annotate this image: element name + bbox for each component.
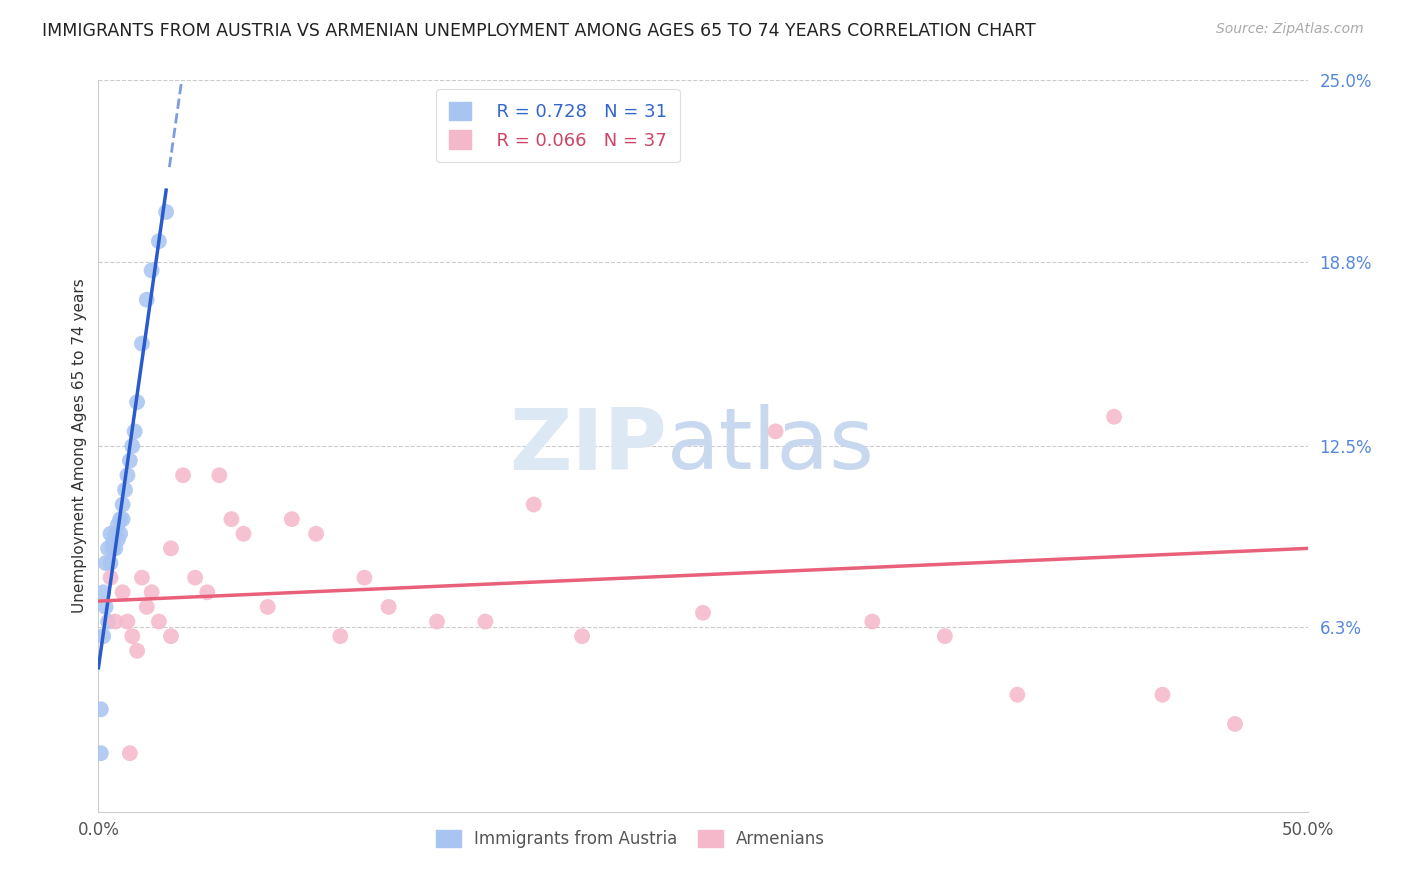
Point [104, 615, 127, 629]
Point [141, 263, 163, 277]
Point [101, 535, 124, 549]
Point [148, 234, 170, 248]
Point [305, 526, 328, 541]
Point [160, 629, 183, 643]
Point [184, 571, 207, 585]
Point [104, 526, 127, 541]
Point [107, 518, 129, 533]
Point [135, 293, 157, 307]
Point [195, 585, 218, 599]
Point [127, 644, 149, 658]
Text: IMMIGRANTS FROM AUSTRIA VS ARMENIAN UNEMPLOYMENT AMONG AGES 65 TO 74 YEARS CORRE: IMMIGRANTS FROM AUSTRIA VS ARMENIAN UNEM… [42, 22, 1036, 40]
Point [121, 629, 143, 643]
Point [114, 483, 136, 497]
Point [118, 453, 141, 467]
Point [97, 541, 120, 556]
Point [377, 599, 399, 614]
Point [111, 498, 134, 512]
Point [426, 615, 449, 629]
Point [148, 615, 170, 629]
Point [107, 533, 129, 547]
Point [474, 615, 496, 629]
Point [124, 425, 146, 439]
Point [256, 599, 278, 614]
Point [281, 512, 304, 526]
Text: ZIP: ZIP [509, 404, 666, 488]
Point [111, 512, 134, 526]
Point [1223, 717, 1246, 731]
Legend: Immigrants from Austria, Armenians: Immigrants from Austria, Armenians [429, 823, 831, 855]
Point [101, 541, 124, 556]
Point [523, 498, 546, 512]
Point [100, 571, 122, 585]
Point [100, 556, 122, 570]
Point [172, 468, 194, 483]
Point [131, 571, 153, 585]
Point [232, 526, 254, 541]
Point [118, 746, 141, 760]
Point [692, 606, 714, 620]
Point [353, 571, 375, 585]
Point [117, 468, 139, 483]
Point [108, 512, 131, 526]
Text: Source: ZipAtlas.com: Source: ZipAtlas.com [1216, 22, 1364, 37]
Point [90, 746, 112, 760]
Point [135, 599, 157, 614]
Point [104, 541, 127, 556]
Point [571, 629, 593, 643]
Point [208, 468, 231, 483]
Point [94, 599, 117, 614]
Point [160, 541, 183, 556]
Point [141, 585, 163, 599]
Point [1102, 409, 1125, 424]
Point [1007, 688, 1029, 702]
Point [100, 526, 122, 541]
Text: atlas: atlas [666, 404, 875, 488]
Point [117, 615, 139, 629]
Point [221, 512, 243, 526]
Point [108, 526, 131, 541]
Point [127, 395, 149, 409]
Point [155, 205, 177, 219]
Point [1152, 688, 1174, 702]
Point [934, 629, 956, 643]
Point [111, 585, 134, 599]
Point [91, 629, 114, 643]
Point [94, 556, 117, 570]
Y-axis label: Unemployment Among Ages 65 to 74 years: Unemployment Among Ages 65 to 74 years [72, 278, 87, 614]
Point [97, 615, 120, 629]
Point [91, 585, 114, 599]
Point [131, 336, 153, 351]
Point [860, 615, 883, 629]
Point [90, 702, 112, 716]
Point [329, 629, 352, 643]
Point [121, 439, 143, 453]
Point [765, 425, 787, 439]
